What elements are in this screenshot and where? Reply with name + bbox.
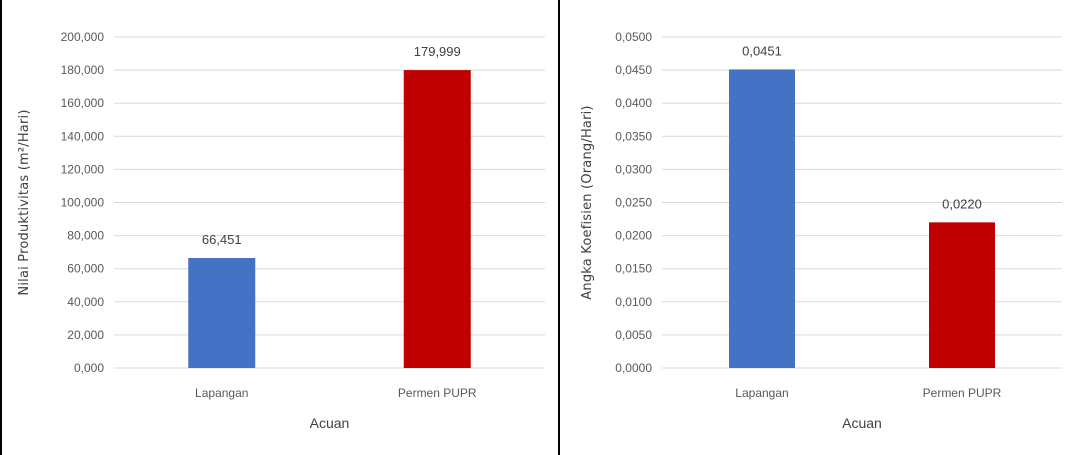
coefficient-data-label: 0,0220 <box>942 196 982 211</box>
coefficient-ytick-label: 0,0250 <box>615 196 652 210</box>
coefficient-x-axis-title: Acuan <box>842 415 882 431</box>
productivity-category-label: Lapangan <box>195 386 248 400</box>
productivity-ytick-label: 20,000 <box>67 328 104 342</box>
coefficient-ytick-label: 0,0450 <box>615 63 652 77</box>
coefficient-category-label: Permen PUPR <box>923 386 1002 400</box>
coefficient-ytick-label: 0,0050 <box>615 328 652 342</box>
productivity-data-label: 66,451 <box>202 232 242 247</box>
productivity-ytick-label: 120,000 <box>61 162 105 176</box>
productivity-chart: 0,000 20,000 40,000 60,000 80,000 100,000 120,… <box>17 30 545 431</box>
productivity-ytick-label: 100,000 <box>61 196 105 210</box>
productivity-ytick-label: 0,000 <box>74 361 104 375</box>
productivity-bar <box>188 258 256 368</box>
coefficient-category-label: Lapangan <box>735 386 788 400</box>
coefficient-ytick-label: 0,0300 <box>615 162 652 176</box>
coefficient-ytick-label: 0,0150 <box>615 262 652 276</box>
coefficient-ytick-label: 0,0200 <box>615 229 652 243</box>
chart-panel-productivity: 0,000 20,000 40,000 60,000 80,000 100,000 120,… <box>0 0 560 455</box>
coefficient-ytick-label: 0,0500 <box>615 30 652 44</box>
productivity-ytick-label: 160,000 <box>61 96 105 110</box>
productivity-category-label: Permen PUPR <box>398 386 477 400</box>
productivity-x-axis-title: Acuan <box>310 415 350 431</box>
productivity-ytick-label: 80,000 <box>67 229 104 243</box>
coefficient-bar <box>929 222 995 368</box>
coefficient-ytick-label: 0,0350 <box>615 129 652 143</box>
coefficient-bar <box>729 69 795 369</box>
productivity-ytick-label: 60,000 <box>67 262 104 276</box>
productivity-ytick-label: 40,000 <box>67 295 104 309</box>
coefficient-data-label: 0,0451 <box>742 43 782 58</box>
productivity-bar <box>403 70 471 368</box>
productivity-data-label: 179,999 <box>414 44 461 59</box>
coefficient-y-axis-title: Angka Koefisien (Orang/Hari) <box>580 105 595 299</box>
coefficient-chart: 0,0000 0,0050 0,0100 0,0150 0,0200 0,0250 0,03… <box>580 30 1062 431</box>
productivity-ytick-label: 180,000 <box>61 63 105 77</box>
chart-panel-coefficient: 0,0000 0,0050 0,0100 0,0150 0,0200 0,0250 0,03… <box>560 0 1070 455</box>
coefficient-ytick-label: 0,0100 <box>615 295 652 309</box>
coefficient-ytick-label: 0,0400 <box>615 96 652 110</box>
productivity-ytick-label: 200,000 <box>61 30 105 44</box>
productivity-ytick-label: 140,000 <box>61 129 105 143</box>
productivity-y-axis-title: Nilai Produktivitas (m²/Hari) <box>17 109 32 295</box>
coefficient-ytick-label: 0,0000 <box>615 361 652 375</box>
